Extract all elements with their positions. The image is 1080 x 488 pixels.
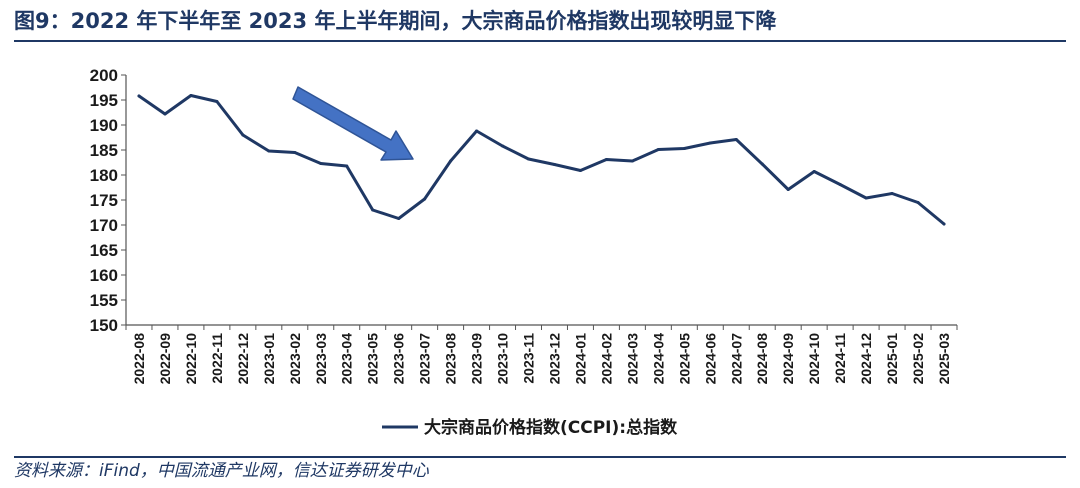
x-tick-label: 2022-09: [157, 333, 173, 385]
title-divider: [14, 40, 1066, 42]
data-point: [552, 163, 556, 166]
x-tick-label: 2023-06: [391, 333, 407, 385]
x-tick-label: 2022-10: [183, 333, 199, 385]
data-point: [449, 159, 453, 163]
data-point: [293, 151, 297, 154]
y-tick-label: 155: [90, 291, 118, 310]
data-point: [578, 169, 582, 172]
x-tick-label: 2024-08: [754, 333, 770, 385]
x-tick-label: 2024-03: [624, 333, 640, 385]
annotation-layer: [292, 86, 414, 161]
x-tick-label: 2024-07: [728, 333, 744, 385]
data-point: [760, 162, 764, 166]
data-point: [812, 170, 816, 173]
trend-arrow: [292, 86, 414, 161]
source-note: 资料来源：iFind，中国流通产业网，信达证券研发中心: [14, 456, 1066, 484]
data-point: [864, 196, 868, 200]
x-tick-label: 2023-08: [443, 333, 459, 385]
x-axis: 2022-08 2022-09 2022-10 2022-11 2022-12 2023-…: [125, 324, 958, 385]
data-point: [397, 217, 401, 220]
x-tick-label: 2023-09: [469, 333, 485, 385]
data-point: [708, 141, 712, 145]
x-tick-label: 2023-11: [521, 333, 537, 384]
x-tick-label: 2024-05: [676, 333, 692, 385]
x-tick-label: 2024-06: [702, 333, 718, 385]
x-tick-label: 2022-11: [209, 333, 225, 384]
series-layer: [137, 94, 946, 226]
x-tick-label: 2024-09: [780, 333, 796, 385]
legend-label: 大宗商品价格指数(CCPI):总指数: [424, 417, 678, 438]
x-tick-label: 2023-03: [313, 333, 329, 385]
y-tick-label: 200: [90, 66, 118, 85]
x-tick-label: 2022-08: [131, 333, 147, 385]
data-point: [682, 147, 686, 150]
legend: 大宗商品价格指数(CCPI):总指数: [382, 417, 678, 438]
data-point: [137, 94, 141, 98]
x-tick-label: 2023-01: [261, 333, 277, 385]
data-point: [916, 201, 920, 204]
data-point: [371, 208, 375, 212]
data-point: [786, 188, 790, 191]
figure-title: 图9：2022 年下半年至 2023 年上半年期间，大宗商品价格指数出现较明显下…: [14, 9, 777, 33]
x-tick-label: 2024-01: [572, 333, 588, 385]
data-point: [838, 183, 842, 186]
x-tick-label: 2023-10: [495, 333, 511, 385]
x-tick-label: 2025-02: [910, 333, 926, 385]
data-point: [163, 112, 167, 116]
data-point: [604, 158, 608, 161]
data-point: [527, 157, 531, 161]
x-tick-label: 2024-04: [650, 333, 666, 385]
data-point: [319, 162, 323, 165]
data-point: [890, 192, 894, 195]
x-tick-label: 2025-01: [884, 333, 900, 385]
data-point: [630, 159, 634, 163]
data-point: [345, 164, 349, 168]
x-tick-label: 2024-12: [858, 333, 874, 385]
y-tick-label: 160: [90, 266, 118, 285]
y-tick-label: 170: [90, 216, 118, 235]
data-point: [215, 100, 219, 103]
x-tick-label: 2024-02: [598, 333, 614, 385]
y-axis: 150 155 160 165 170 175 180 185 190 195 200: [90, 66, 127, 335]
data-point: [734, 138, 738, 141]
y-tick-label: 150: [90, 316, 118, 335]
series-line: [137, 94, 946, 226]
data-point: [267, 149, 271, 153]
data-point: [501, 144, 505, 148]
x-tick-label: 2023-05: [365, 333, 381, 385]
y-tick-label: 185: [90, 141, 118, 160]
data-point: [942, 222, 946, 226]
data-point: [656, 148, 660, 151]
y-tick-label: 190: [90, 116, 118, 135]
x-tick-label: 2023-02: [287, 333, 303, 385]
x-tick-label: 2023-07: [417, 333, 433, 385]
x-tick-label: 2023-12: [546, 333, 562, 385]
data-point: [475, 129, 479, 133]
y-tick-label: 180: [90, 166, 118, 185]
line-chart: 150 155 160 165 170 175 180 185 190 195 200 2022-0…: [90, 66, 958, 438]
y-tick-label: 175: [90, 191, 118, 210]
data-point: [241, 133, 245, 137]
x-tick-label: 2024-11: [832, 333, 848, 384]
x-tick-label: 2022-12: [235, 333, 251, 385]
x-tick-label: 2025-03: [936, 333, 952, 385]
y-tick-label: 165: [90, 241, 118, 260]
y-tick-label: 195: [90, 91, 118, 110]
x-tick-label: 2024-10: [806, 333, 822, 385]
data-point: [423, 197, 427, 201]
x-tick-label: 2023-04: [339, 333, 355, 385]
data-point: [189, 94, 193, 97]
